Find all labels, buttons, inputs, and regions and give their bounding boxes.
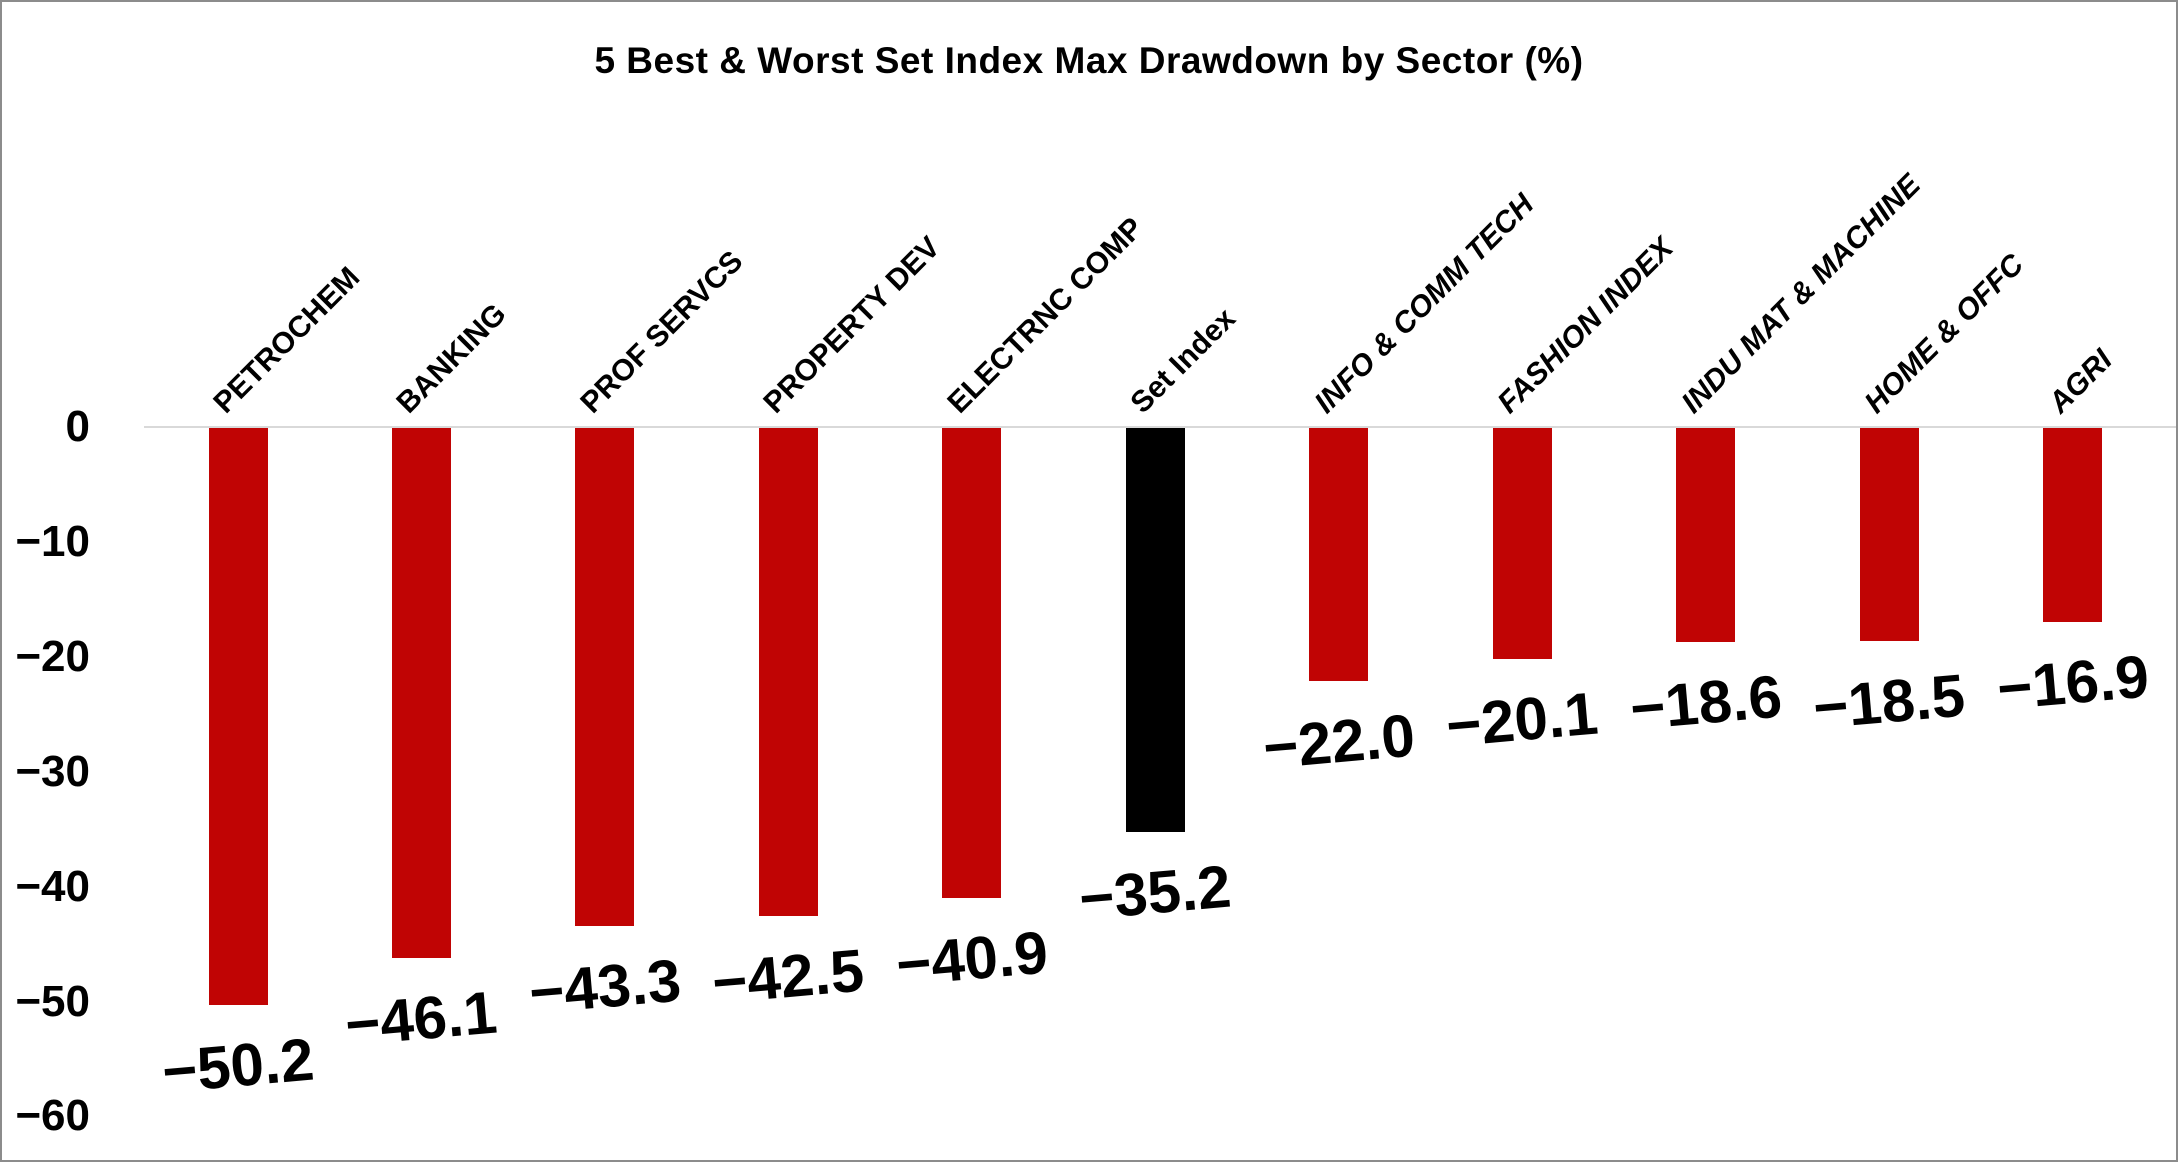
category-label: PROF SERVCS <box>574 244 750 420</box>
sector-bar <box>942 428 1002 898</box>
category-label: HOME & OFFC <box>1858 247 2031 420</box>
category-label: AGRI <box>2041 343 2119 420</box>
category-label: PROPERTY DEV <box>757 230 947 420</box>
y-axis-tick-label: −60 <box>15 1091 90 1141</box>
set-index-bar <box>1125 428 1185 832</box>
y-axis-tick-label: −50 <box>15 976 90 1026</box>
value-label: −40.9 <box>893 918 1051 999</box>
sector-bar <box>391 428 451 958</box>
value-label: −43.3 <box>526 946 684 1027</box>
category-label: PETROCHEM <box>207 260 367 420</box>
y-axis-tick-label: 0 <box>65 402 90 451</box>
y-axis-tick-label: −20 <box>15 631 90 681</box>
category-label: BANKING <box>390 297 514 420</box>
sector-bar <box>1676 428 1736 642</box>
sector-bar <box>1859 428 1919 641</box>
category-label: ELECTRNC COMP <box>941 211 1150 420</box>
chart-title: 5 Best & Worst Set Index Max Drawdown by… <box>594 40 1584 81</box>
sector-bar <box>1492 428 1552 659</box>
value-label: −18.5 <box>1810 661 1968 742</box>
sector-bar <box>2043 428 2102 622</box>
value-label: −22.0 <box>1260 701 1418 782</box>
category-label: FASHION INDEX <box>1491 231 1680 420</box>
value-label: −46.1 <box>342 978 500 1059</box>
category-label: Set Index <box>1124 302 1243 420</box>
sector-bar <box>1309 428 1369 681</box>
value-label: −16.9 <box>1993 642 2152 723</box>
y-axis-tick-label: −10 <box>15 516 90 566</box>
sector-bar <box>758 428 818 916</box>
value-label: −42.5 <box>709 936 867 1017</box>
value-label: −35.2 <box>1076 852 1234 933</box>
sector-bar <box>208 428 268 1005</box>
value-label: −20.1 <box>1443 679 1601 760</box>
value-label: −18.6 <box>1627 662 1785 743</box>
y-axis-tick-label: −40 <box>15 861 90 911</box>
value-label: −50.2 <box>159 1025 317 1106</box>
sector-bar <box>575 428 635 926</box>
zero-gridline <box>144 426 2176 428</box>
y-axis-tick-label: −30 <box>15 746 90 796</box>
